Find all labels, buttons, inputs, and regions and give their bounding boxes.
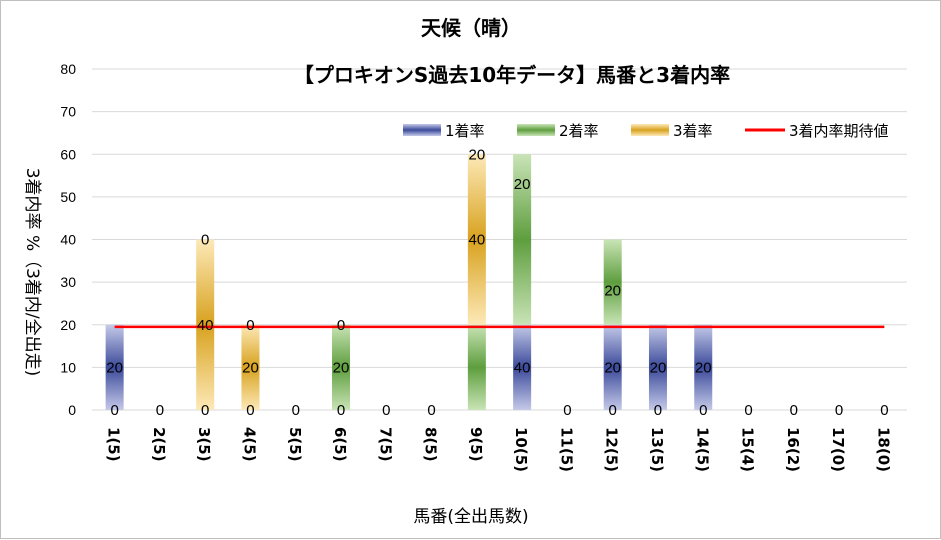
x-tick-label: 9(5) xyxy=(467,427,485,462)
data-label: 20 xyxy=(333,359,350,376)
bar-segment xyxy=(467,154,486,325)
bar-segment xyxy=(196,239,215,410)
legend-swatch-2 xyxy=(517,124,555,136)
data-label: 0 xyxy=(563,402,571,419)
data-label: 0 xyxy=(201,402,209,419)
x-tick-label: 15(4) xyxy=(739,427,757,472)
data-label: 0 xyxy=(292,402,300,419)
x-tick-label: 7(5) xyxy=(376,427,394,462)
x-tick-label: 5(5) xyxy=(286,427,304,462)
data-label: 20 xyxy=(106,359,123,376)
x-tick-label: 16(2) xyxy=(784,427,802,472)
bars xyxy=(105,154,713,410)
data-label: 20 xyxy=(604,283,621,300)
y-tick-label: 80 xyxy=(60,61,76,77)
chart-subtitle: 【プロキオンS過去10年データ】馬番と3着内率 xyxy=(294,63,730,87)
y-tick-label: 30 xyxy=(60,274,76,290)
bar-segment xyxy=(603,324,622,410)
x-tick-label: 17(0) xyxy=(829,427,847,472)
x-tick-label: 4(5) xyxy=(240,427,258,462)
legend-label-line: 3着内率期待値 xyxy=(789,122,889,140)
x-tick-label: 14(5) xyxy=(693,427,711,472)
x-tick-label: 12(5) xyxy=(603,427,621,472)
x-tick-label: 18(0) xyxy=(874,427,892,472)
x-tick-label: 2(5) xyxy=(150,427,168,462)
data-label: 40 xyxy=(197,317,214,334)
data-label: 0 xyxy=(201,232,209,249)
bar-segment xyxy=(648,324,667,410)
legend-label-1: 1着率 xyxy=(445,122,485,140)
data-label: 0 xyxy=(156,402,164,419)
bar-segment xyxy=(603,239,622,325)
data-label: 0 xyxy=(337,317,345,334)
data-label: 20 xyxy=(242,359,259,376)
bar-segment xyxy=(513,154,532,325)
x-tick-label: 11(5) xyxy=(557,427,575,472)
x-tick-label: 1(5) xyxy=(105,427,123,462)
bar-segment xyxy=(241,324,260,410)
legend-swatch-3 xyxy=(631,124,669,136)
y-tick-label: 40 xyxy=(60,232,76,248)
x-tick-label: 10(5) xyxy=(512,427,530,472)
x-tick-label: 8(5) xyxy=(422,427,440,462)
data-label: 0 xyxy=(835,402,843,419)
legend-label-3: 3着率 xyxy=(673,122,713,140)
data-label: 0 xyxy=(880,402,888,419)
x-axis-title: 馬番(全出馬数) xyxy=(413,507,528,527)
legend-label-2: 2着率 xyxy=(559,122,599,140)
y-tick-label: 10 xyxy=(60,359,76,375)
bar-segment xyxy=(467,324,486,410)
data-label: 0 xyxy=(337,402,345,419)
y-tick-label: 20 xyxy=(60,317,76,333)
legend-swatch-1 xyxy=(403,124,441,136)
bar-segment xyxy=(513,324,532,410)
y-tick-label: 70 xyxy=(60,104,76,120)
y-axis-title: 3着内率 %（3着内/全出走) xyxy=(22,168,42,377)
legend: 1着率 2着率 3着率 3着内率期待値 xyxy=(403,122,889,140)
data-label: 20 xyxy=(514,176,531,193)
gridlines xyxy=(92,68,907,411)
data-label: 0 xyxy=(382,402,390,419)
data-label: 0 xyxy=(427,402,435,419)
bar-segment xyxy=(332,324,351,410)
y-tick-label: 0 xyxy=(68,402,76,418)
y-axis-ticks: 0 10 20 30 40 50 60 70 80 xyxy=(60,61,76,418)
data-label: 20 xyxy=(604,359,621,376)
data-label: 0 xyxy=(654,402,662,419)
bar-segment xyxy=(694,324,713,410)
data-label: 40 xyxy=(469,232,486,249)
y-tick-label: 60 xyxy=(60,146,76,162)
data-label: 0 xyxy=(110,402,118,419)
data-label: 20 xyxy=(650,359,667,376)
data-label: 0 xyxy=(246,317,254,334)
data-label: 20 xyxy=(469,146,486,163)
x-tick-label: 13(5) xyxy=(648,427,666,472)
data-label: 20 xyxy=(695,359,712,376)
data-label: 40 xyxy=(514,359,531,376)
data-labels: 0 0 0 0 0 0 0 0 20 20 0 0 0 0 0 0 0 0 20 20 40 20 20 20 40 20 40 20… xyxy=(106,146,888,419)
data-label: 0 xyxy=(609,402,617,419)
x-axis-ticks: 1(5) 2(5) 3(5) 4(5) 5(5) 6(5) 7(5) 8(5) 9(5) 10(5… xyxy=(105,427,893,472)
chart-title: 天候（晴） xyxy=(421,16,521,40)
x-tick-label: 6(5) xyxy=(331,427,349,462)
data-label: 0 xyxy=(246,402,254,419)
y-tick-label: 50 xyxy=(60,189,76,205)
bar-segment xyxy=(105,324,124,410)
data-label: 0 xyxy=(699,402,707,419)
data-label: 0 xyxy=(744,402,752,419)
data-label: 0 xyxy=(790,402,798,419)
x-tick-label: 3(5) xyxy=(195,427,213,462)
